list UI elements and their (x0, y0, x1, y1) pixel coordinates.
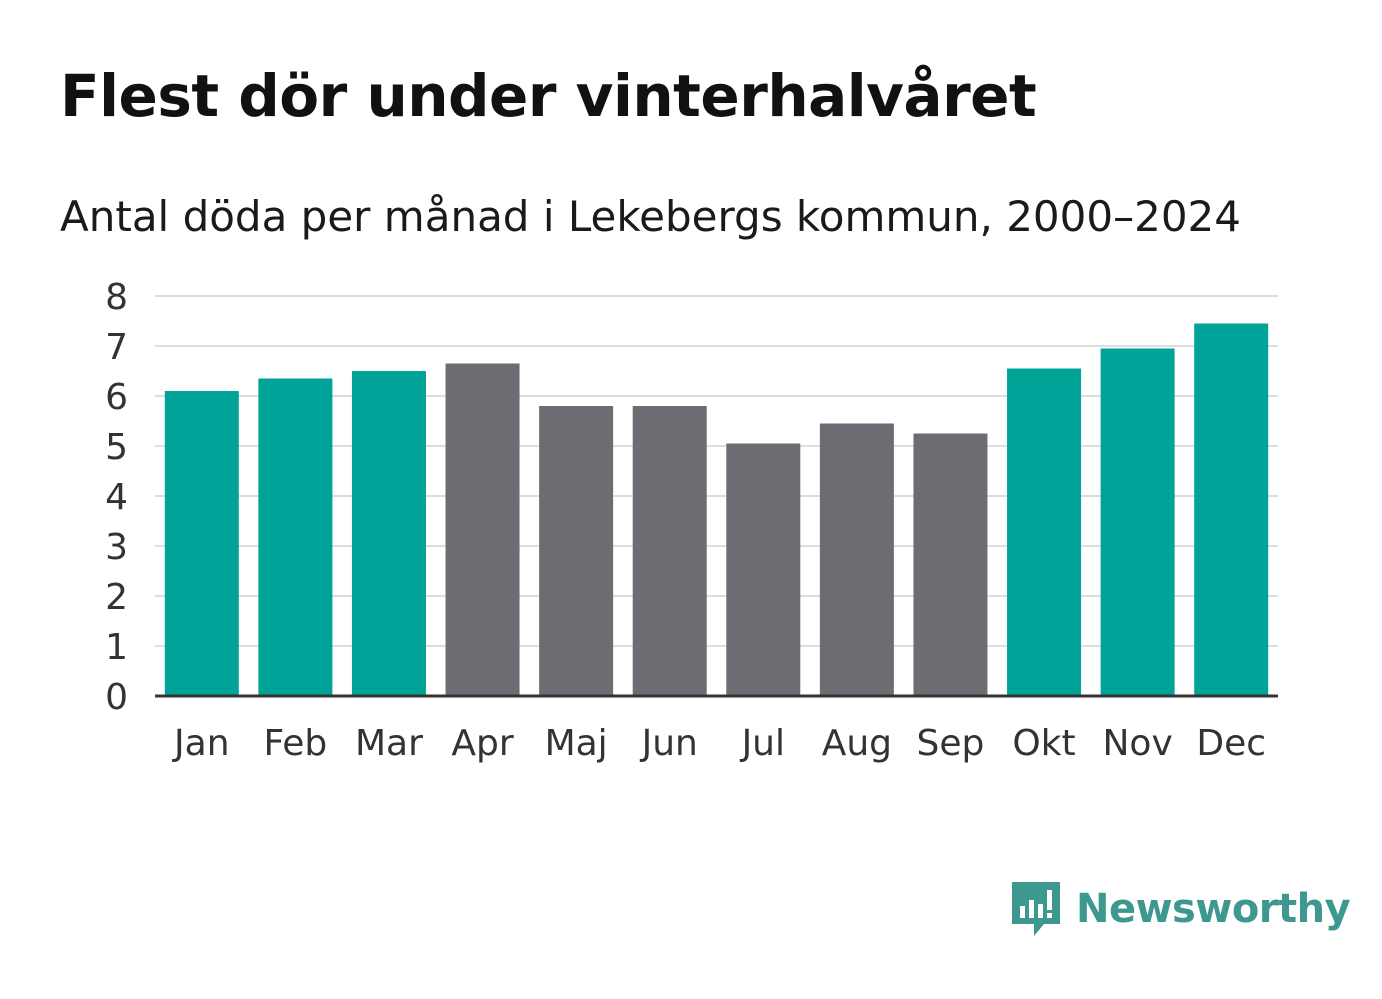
bar-apr (445, 363, 520, 696)
bar-maj (539, 406, 614, 696)
newsworthy-logo-icon (1012, 882, 1060, 936)
y-tick-label: 7 (105, 327, 128, 368)
x-tick-label: Dec (1196, 723, 1266, 764)
newsworthy-logo[interactable]: Newsworthy (1010, 878, 1351, 940)
brand-name: Newsworthy (1076, 886, 1351, 932)
chart-subtitle: Antal döda per månad i Lekebergs kommun,… (60, 192, 1241, 241)
bar-sep (913, 433, 988, 696)
bar-jun (632, 406, 707, 696)
bar-dec (1194, 323, 1269, 696)
x-tick-label: Nov (1102, 723, 1172, 764)
y-tick-label: 6 (105, 377, 128, 418)
y-tick-label: 8 (105, 277, 128, 318)
y-tick-label: 5 (105, 427, 128, 468)
y-tick-label: 0 (105, 677, 128, 718)
bar-jan (164, 391, 239, 696)
y-tick-label: 2 (105, 577, 128, 618)
bar-nov (1100, 348, 1175, 696)
y-tick-label: 3 (105, 527, 128, 568)
x-tick-label: Feb (264, 723, 328, 764)
x-tick-label: Jan (172, 723, 230, 764)
bar-jul (726, 443, 801, 696)
x-tick-label: Apr (451, 723, 513, 764)
x-tick-label: Okt (1012, 723, 1075, 764)
bar-aug (819, 423, 894, 696)
chart-title: Flest dör under vinterhalvåret (60, 62, 1037, 130)
y-tick-label: 4 (105, 477, 128, 518)
bar-feb (258, 378, 333, 696)
y-tick-label: 1 (105, 627, 128, 668)
x-tick-label: Sep (917, 723, 985, 764)
x-tick-label: Aug (822, 723, 892, 764)
x-tick-label: Jul (740, 723, 785, 764)
x-tick-label: Jun (640, 723, 698, 764)
x-tick-label: Maj (545, 723, 608, 764)
bar-mar (351, 371, 426, 696)
bar-okt (1007, 368, 1082, 696)
x-tick-label: Mar (355, 723, 423, 764)
